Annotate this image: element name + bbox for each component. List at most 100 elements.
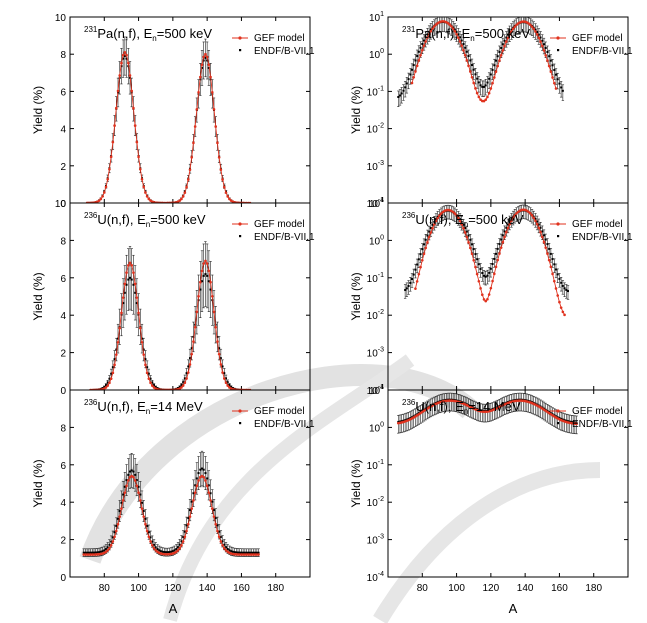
gef-point: [113, 124, 116, 127]
endf-point: [459, 218, 461, 221]
endf-point: [218, 530, 221, 533]
gef-point: [472, 259, 476, 262]
endf-point: [201, 467, 203, 470]
endf-point: [423, 39, 425, 42]
legend-endf-label: ENDF/B-VII.1: [254, 419, 315, 430]
gef-point: [116, 340, 120, 344]
gef-point: [561, 310, 565, 314]
endf-point: [424, 36, 427, 39]
x-tick-label: 100: [130, 583, 147, 594]
gef-point: [419, 265, 422, 269]
gef-point: [451, 210, 455, 214]
endf-point: [429, 28, 432, 31]
gef-point: [154, 548, 158, 552]
gef-point: [506, 36, 510, 40]
endf-point: [228, 383, 231, 386]
endf-point: [94, 551, 97, 554]
gef-point: [558, 300, 561, 304]
endf-point: [137, 485, 140, 488]
gef-point: [546, 252, 549, 255]
endf-point: [496, 247, 499, 250]
endf-point: [93, 551, 95, 554]
gef-point: [431, 27, 434, 30]
endf-point: [123, 291, 126, 294]
gef-point: [111, 371, 115, 375]
endf-point: [183, 377, 186, 380]
endf-point: [501, 234, 504, 237]
endf-point: [543, 234, 545, 237]
endf-point: [565, 288, 568, 291]
gef-point: [108, 168, 111, 171]
y-tick-label: 100: [369, 421, 384, 434]
endf-point: [507, 223, 509, 226]
gef-point: [138, 168, 142, 171]
gef-point: [204, 52, 207, 56]
gef-point: [463, 231, 467, 234]
endf-point: [192, 492, 195, 495]
gef-point: [427, 32, 431, 36]
gef-point: [125, 484, 128, 488]
legend-endf-marker: [239, 49, 242, 52]
endf-point: [156, 548, 159, 551]
y-tick-label: 100: [369, 234, 384, 247]
gef-point: [546, 59, 549, 62]
endf-point: [505, 36, 508, 39]
legend-gef-marker: [238, 222, 242, 226]
endf-point: [223, 543, 226, 546]
gef-line: [87, 51, 250, 203]
legend-endf-label: ENDF/B-VII.1: [254, 232, 315, 243]
gef-point: [489, 286, 493, 290]
endf-point: [483, 85, 485, 88]
y-tick-label: 101: [369, 197, 384, 210]
y-tick-label: 10: [55, 13, 67, 24]
gef-point: [450, 25, 453, 28]
endf-point: [426, 234, 429, 237]
endf-point: [488, 271, 491, 274]
endf-point: [460, 220, 463, 223]
endf-point: [472, 68, 475, 71]
gef-point: [498, 59, 501, 62]
gef-point: [491, 279, 494, 283]
gef-point: [513, 25, 517, 28]
endf-point: [404, 288, 407, 291]
endf-point: [245, 551, 248, 554]
gef-point: [198, 280, 202, 284]
gef-point: [183, 191, 187, 194]
gef-point: [190, 156, 194, 159]
endf-point: [483, 274, 485, 277]
endf-point: [503, 39, 506, 42]
endf-point: [183, 530, 186, 533]
endf-point: [168, 551, 171, 554]
endf-point: [561, 284, 564, 287]
gef-point: [547, 64, 551, 68]
gef-point: [120, 311, 123, 315]
endf-point: [178, 543, 181, 546]
gef-point: [420, 259, 424, 262]
endf-point: [108, 377, 111, 380]
endf-point: [498, 243, 501, 246]
endf-point: [553, 68, 556, 71]
gef-point: [111, 540, 115, 543]
endf-point: [202, 468, 205, 471]
gef-point: [492, 272, 496, 276]
gef-point: [205, 484, 209, 488]
gef-point: [144, 363, 147, 367]
endf-point: [101, 550, 104, 553]
gef-point: [427, 235, 431, 239]
endf-point: [414, 268, 417, 271]
gef-point: [537, 36, 541, 40]
gef-point: [527, 210, 530, 214]
gef-point: [106, 384, 110, 387]
panel-title: 236U(n,f), En=14 MeV: [402, 398, 521, 416]
endf-point: [495, 252, 497, 255]
gef-point: [120, 61, 123, 65]
gef-point: [180, 386, 183, 389]
endf-point: [493, 64, 496, 67]
gef-point: [205, 262, 209, 265]
y-axis-label: Yield (%): [349, 272, 363, 320]
endf-point: [134, 473, 137, 476]
endf-point: [84, 551, 87, 554]
gef-point: [415, 64, 419, 68]
gef-point: [216, 529, 219, 533]
